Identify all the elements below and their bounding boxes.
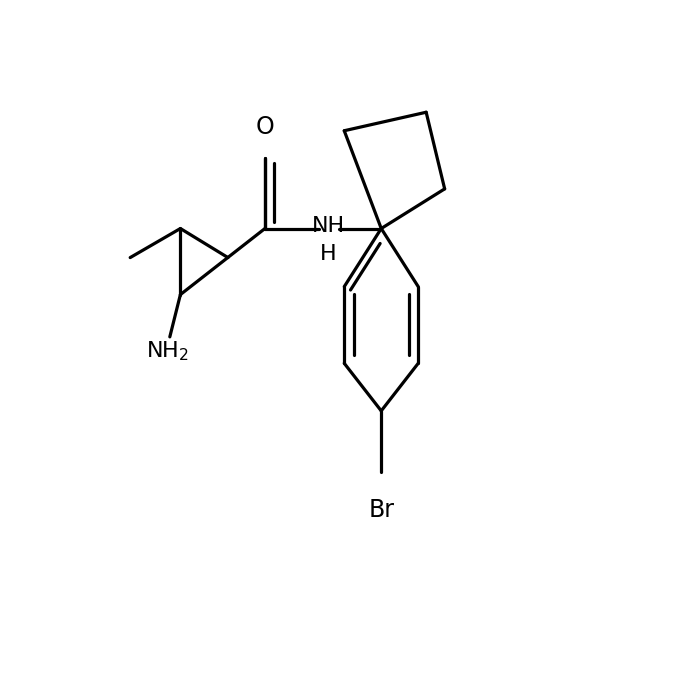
Text: O: O	[256, 115, 274, 139]
Text: NH: NH	[312, 216, 345, 236]
Text: Br: Br	[368, 498, 394, 522]
Text: H: H	[320, 244, 337, 264]
Text: NH$_2$: NH$_2$	[146, 340, 189, 363]
